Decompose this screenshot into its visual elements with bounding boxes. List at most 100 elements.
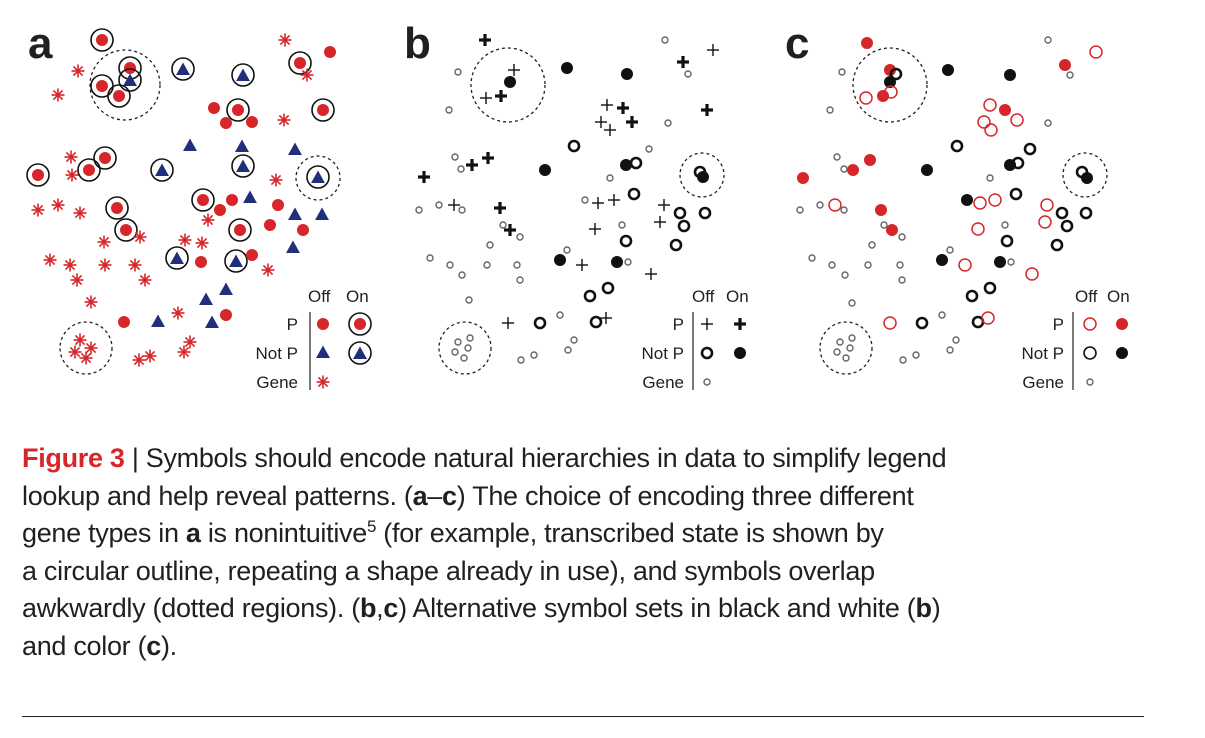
legend-b-col-off: Off	[692, 287, 715, 306]
red-dot-marker	[118, 316, 130, 328]
blue-triangle-marker	[219, 282, 233, 296]
red-ring-marker	[988, 193, 1002, 207]
red-dot-marker	[226, 194, 238, 206]
red-asterisk-marker	[51, 88, 65, 102]
red-dot-ring-marker	[348, 312, 372, 336]
caption-text: lookup and help reveal patterns. (	[22, 480, 413, 511]
caption-text: and color (	[22, 630, 147, 661]
red-asterisk-marker	[177, 345, 191, 359]
bold-ring-marker	[983, 281, 997, 295]
bold-plus-marker	[701, 104, 713, 116]
thin-plus-marker	[645, 268, 657, 280]
small-gray-ring-marker	[1044, 36, 1052, 44]
red-asterisk-marker	[269, 173, 283, 187]
bold-ring-marker	[629, 156, 643, 170]
small-gray-ring-marker	[840, 206, 848, 214]
red-dot-ring-marker	[228, 218, 252, 242]
caption-text: ) The choice of encoding three different	[456, 480, 914, 511]
small-gray-ring-marker	[912, 351, 920, 359]
small-gray-ring-marker	[530, 351, 538, 359]
legend-c: Off On P Not P Gene	[1021, 287, 1129, 392]
bold-plus-marker	[479, 34, 491, 46]
small-gray-ring-marker	[618, 221, 626, 229]
red-dot-marker	[999, 104, 1011, 116]
overlap-region-b-bottom	[438, 321, 492, 375]
small-gray-ring-marker	[896, 261, 904, 269]
bold-ring-marker	[567, 139, 581, 153]
bold-ring-marker	[1075, 165, 1089, 179]
figure-caption: Figure 3 | Symbols should encode natural…	[22, 440, 1162, 665]
red-dot-ring-marker	[288, 51, 312, 75]
thin-plus-marker	[595, 116, 607, 128]
small-gray-ring-marker	[581, 196, 589, 204]
red-dot-marker	[861, 37, 873, 49]
bold-ring-marker	[889, 67, 903, 81]
black-dot-marker	[554, 254, 566, 266]
small-gray-ring-marker	[426, 254, 434, 262]
small-gray-ring-marker	[556, 311, 564, 319]
red-dot-marker	[220, 309, 232, 321]
small-gray-ring-marker	[516, 276, 524, 284]
blue-triangle-ring-marker	[165, 246, 189, 270]
black-dot-marker	[1004, 69, 1016, 81]
bold-ring-marker	[589, 315, 603, 329]
small-gray-ring-marker	[415, 206, 423, 214]
small-gray-ring-marker	[848, 334, 856, 342]
red-asterisk-marker	[201, 213, 215, 227]
caption-line: lookup and help reveal patterns. (a–c) T…	[22, 478, 1162, 516]
red-dot-ring-marker	[77, 158, 101, 182]
red-dot-marker	[297, 224, 309, 236]
small-gray-ring-marker	[435, 201, 443, 209]
small-gray-ring-marker	[446, 261, 454, 269]
red-ring-marker	[1025, 267, 1039, 281]
red-ring-marker	[984, 123, 998, 137]
blue-triangle-ring-marker	[171, 57, 195, 81]
small-gray-ring-marker	[460, 354, 468, 362]
thin-plus-marker	[654, 216, 666, 228]
small-gray-ring-marker	[645, 145, 653, 153]
small-gray-ring-marker	[986, 174, 994, 182]
thin-plus-marker	[576, 259, 588, 271]
overlap-region-a-bottom	[59, 321, 113, 375]
small-gray-ring-marker	[796, 206, 804, 214]
red-dot-ring-marker	[226, 98, 250, 122]
red-asterisk-marker	[97, 235, 111, 249]
black-dot-marker	[539, 164, 551, 176]
blue-triangle-marker	[183, 138, 197, 152]
caption-text: b	[915, 593, 933, 623]
red-ring-marker	[883, 316, 897, 330]
legend-a: Off On P Not P Gene	[255, 287, 368, 392]
legend-a-row-label: P	[287, 315, 298, 334]
small-gray-ring-marker	[445, 106, 453, 114]
black-dot-marker	[504, 76, 516, 88]
bold-ring-marker	[1055, 206, 1069, 220]
red-asterisk-marker	[278, 33, 292, 47]
bold-ring-marker	[950, 139, 964, 153]
legend-a-col-off: Off	[308, 287, 331, 306]
red-dot-marker	[246, 116, 258, 128]
red-dot-marker	[875, 204, 887, 216]
red-ring-marker	[973, 196, 987, 210]
caption-text: a circular outline, repeating a shape al…	[22, 555, 875, 586]
small-gray-ring-marker	[842, 354, 850, 362]
bold-plus-marker	[734, 318, 746, 330]
panel-letter-c: c	[785, 19, 809, 68]
red-dot-ring-marker	[311, 98, 335, 122]
red-dot-marker	[195, 256, 207, 268]
legend-symbols	[316, 312, 1128, 389]
small-gray-ring-marker	[458, 271, 466, 279]
bold-plus-marker	[495, 90, 507, 102]
red-asterisk-marker	[79, 351, 93, 365]
red-dot-marker	[272, 199, 284, 211]
red-asterisk-marker	[64, 150, 78, 164]
black-dot-marker	[884, 76, 896, 88]
red-dot-marker	[1116, 318, 1128, 330]
red-ring-marker	[971, 222, 985, 236]
red-asterisk-marker	[132, 353, 146, 367]
red-asterisk-marker	[98, 258, 112, 272]
caption-text: is nonintuitive	[200, 518, 367, 548]
red-dot-ring-marker	[191, 188, 215, 212]
small-gray-ring-marker	[848, 299, 856, 307]
panel-letter-a: a	[28, 19, 53, 68]
blue-triangle-marker	[288, 207, 302, 221]
